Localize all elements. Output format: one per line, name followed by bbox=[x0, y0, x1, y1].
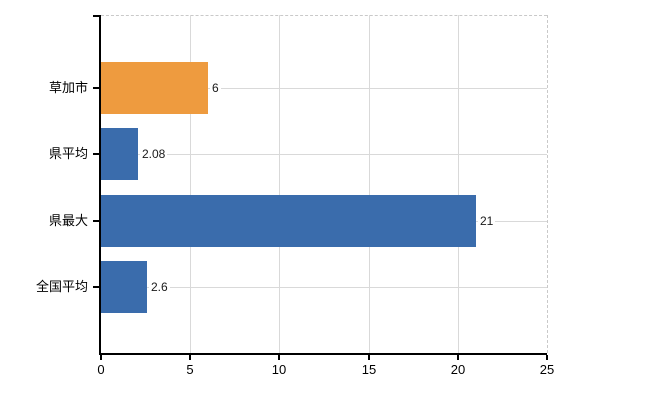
category-label: 県最大 bbox=[48, 213, 88, 228]
value-label: 2.08 bbox=[140, 146, 168, 162]
y-axis-tick bbox=[93, 286, 101, 288]
category-label: 草加市 bbox=[48, 80, 88, 95]
x-tick-label: 15 bbox=[361, 362, 377, 377]
vertical-gridline bbox=[368, 15, 370, 353]
x-axis-tick bbox=[457, 355, 459, 360]
x-axis-tick bbox=[368, 355, 370, 360]
x-tick-label: 25 bbox=[539, 362, 555, 377]
plot-top-border bbox=[101, 15, 547, 16]
bar-全国平均 bbox=[101, 261, 147, 313]
y-axis-line bbox=[99, 15, 101, 353]
x-tick-label: 5 bbox=[186, 362, 194, 377]
vertical-gridline bbox=[279, 15, 281, 353]
value-label: 2.6 bbox=[149, 279, 170, 295]
y-axis-tick bbox=[93, 87, 101, 89]
horizontal-gridline bbox=[101, 88, 547, 89]
x-axis-tick bbox=[100, 355, 102, 360]
value-label: 21 bbox=[478, 213, 496, 229]
bar-草加市 bbox=[101, 62, 208, 114]
vertical-gridline bbox=[457, 15, 459, 353]
x-axis-tick bbox=[189, 355, 191, 360]
x-axis-line bbox=[99, 353, 547, 355]
category-label: 全国平均 bbox=[35, 279, 88, 294]
y-axis-tick bbox=[93, 220, 101, 222]
y-axis-end-tick bbox=[93, 15, 101, 17]
vertical-gridline bbox=[190, 15, 192, 353]
horizontal-gridline bbox=[101, 154, 547, 155]
bar-県平均 bbox=[101, 128, 138, 180]
x-tick-label: 0 bbox=[97, 362, 105, 377]
y-axis-tick bbox=[93, 153, 101, 155]
x-tick-label: 10 bbox=[271, 362, 287, 377]
horizontal-gridline bbox=[101, 287, 547, 288]
x-axis-tick bbox=[278, 355, 280, 360]
value-label: 6 bbox=[210, 80, 221, 96]
plot-right-border bbox=[547, 15, 548, 353]
x-tick-label: 20 bbox=[450, 362, 466, 377]
category-label: 県平均 bbox=[48, 146, 88, 161]
bar-県最大 bbox=[101, 195, 476, 247]
x-axis-tick bbox=[546, 355, 548, 360]
